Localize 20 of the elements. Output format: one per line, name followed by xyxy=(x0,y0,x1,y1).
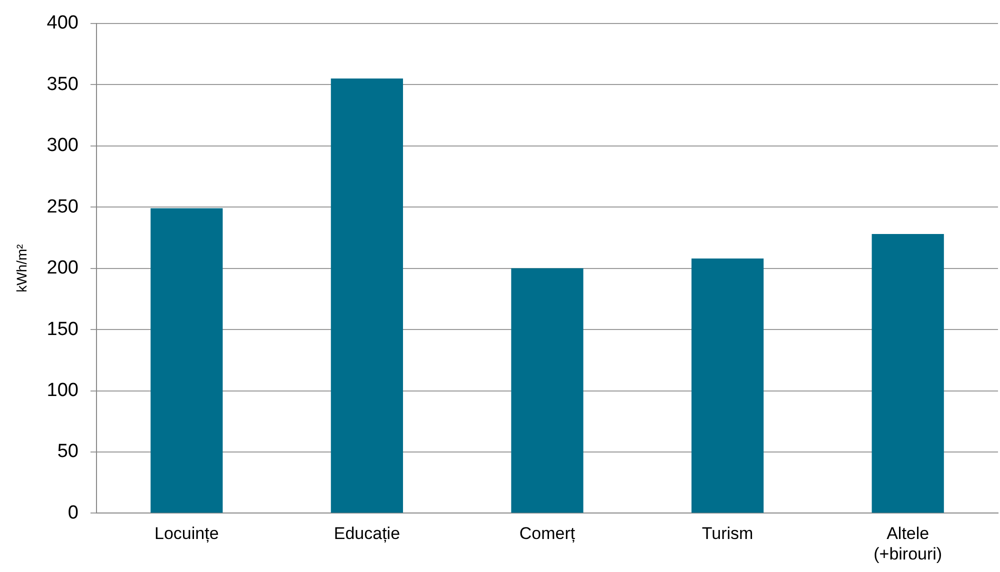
y-tick-label: 50 xyxy=(57,441,78,462)
y-tick-label: 300 xyxy=(46,135,78,156)
y-tick-label: 100 xyxy=(46,380,78,401)
x-tick-label: Turism xyxy=(702,524,754,544)
bar xyxy=(511,268,584,513)
y-axis-title: kWh/m² xyxy=(13,244,30,292)
bar xyxy=(691,258,764,513)
y-tick-label: 400 xyxy=(46,12,78,34)
bar xyxy=(872,234,944,513)
x-tick-label: Educație xyxy=(334,524,400,544)
y-tick-label: 250 xyxy=(46,196,78,218)
bar xyxy=(330,78,404,513)
bar xyxy=(150,208,223,513)
x-tick-label: Altele (+birouri) xyxy=(874,524,942,564)
y-tick-label: 150 xyxy=(46,318,78,340)
y-tick-label: 350 xyxy=(46,74,78,95)
x-tick-label: Comerț xyxy=(519,524,576,544)
y-tick-label: 200 xyxy=(46,258,78,279)
y-tick-label: 0 xyxy=(68,502,78,524)
x-tick-label: Locuințe xyxy=(154,524,219,544)
